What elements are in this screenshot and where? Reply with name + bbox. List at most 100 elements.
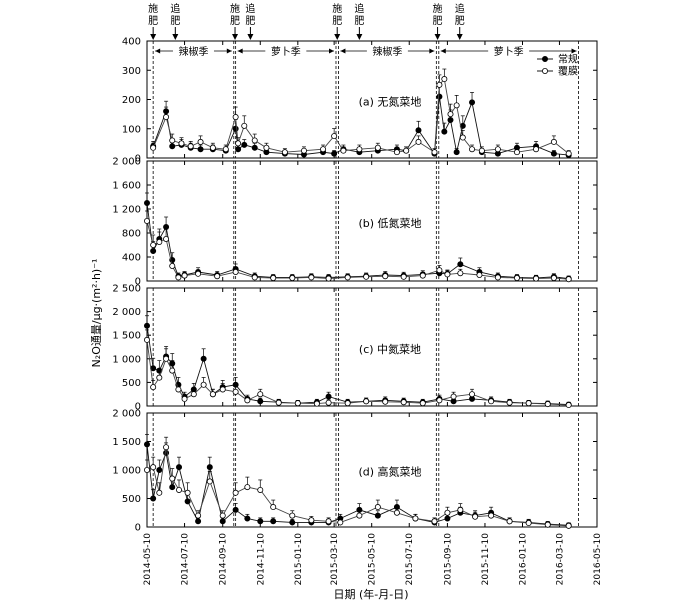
y-tick-label: 0 [135, 154, 141, 165]
event-arrowhead [232, 34, 239, 40]
series-line [146, 202, 569, 280]
data-point-mulched [393, 509, 400, 516]
y-tick-label: 200 [122, 95, 141, 106]
data-point-mulched [525, 400, 532, 407]
y-tick-label: 1 600 [112, 181, 141, 192]
data-point-mulched [241, 122, 248, 129]
data-point-mulched [513, 149, 520, 156]
data-point-mulched [363, 398, 370, 405]
legend-label: 常规 [558, 53, 578, 66]
season-label: 萝卜季 [494, 46, 524, 58]
data-point-mulched [150, 384, 157, 391]
data-point-mulched [533, 146, 540, 153]
data-point-mulched [289, 274, 296, 281]
event-label: 肥 [332, 15, 342, 27]
data-point-mulched [525, 520, 532, 527]
data-point-conventional [444, 515, 451, 522]
x-tick-label: 2015-09-10 [443, 533, 453, 586]
event-label: 施 [332, 2, 342, 15]
data-point-conventional [241, 141, 248, 148]
data-point-mulched [163, 114, 170, 121]
data-point-mulched [419, 400, 426, 407]
y-tick-label: 0 [135, 402, 141, 413]
event-label: 追 [354, 2, 364, 15]
data-point-mulched [325, 275, 332, 282]
data-point-mulched [275, 399, 282, 406]
data-point-mulched [251, 137, 258, 144]
legend-label: 覆膜 [558, 66, 578, 78]
data-point-mulched [313, 400, 320, 407]
data-point-mulched [308, 274, 315, 281]
data-point-mulched [565, 150, 572, 157]
data-point-mulched [308, 517, 315, 524]
data-point-conventional [469, 99, 476, 106]
data-point-mulched [150, 464, 157, 471]
data-point-mulched [476, 271, 483, 278]
data-point-conventional [441, 128, 448, 135]
data-point-mulched [400, 273, 407, 280]
data-point-mulched [270, 504, 277, 511]
data-point-mulched [565, 276, 572, 283]
data-point-conventional [232, 125, 239, 132]
data-point-mulched [143, 336, 150, 343]
data-point-mulched [325, 518, 332, 525]
data-point-mulched [187, 143, 194, 150]
panel-title: (c) 中氮菜地 [359, 342, 421, 356]
data-point-conventional [550, 150, 557, 157]
data-point-mulched [181, 272, 188, 279]
data-point-mulched [184, 489, 191, 496]
data-point-conventional [270, 518, 277, 525]
x-tick-label: 2015-11-10 [481, 533, 491, 586]
data-point-conventional [195, 518, 202, 525]
data-point-mulched [374, 504, 381, 511]
x-tick-label: 2016-03-10 [555, 533, 565, 586]
data-point-mulched [235, 140, 242, 147]
data-point-mulched [533, 275, 540, 282]
data-point-mulched [251, 274, 258, 281]
x-tick-label: 2015-07-10 [405, 533, 415, 586]
season-arrowhead [440, 48, 446, 54]
data-point-mulched [156, 374, 163, 381]
data-point-mulched [436, 267, 443, 274]
data-point-conventional [219, 518, 226, 525]
data-point-mulched [478, 147, 485, 154]
data-point-conventional [232, 506, 239, 513]
y-tick-label: 300 [122, 66, 141, 77]
data-point-mulched [222, 146, 229, 153]
season-arrowhead [340, 48, 346, 54]
x-tick-label: 2014-09-10 [219, 533, 229, 586]
event-label: 肥 [148, 15, 158, 27]
data-point-mulched [143, 466, 150, 473]
data-point-mulched [190, 391, 197, 398]
data-point-conventional [197, 146, 204, 153]
data-point-mulched [163, 355, 170, 362]
event-arrowhead [334, 34, 341, 40]
data-point-conventional [447, 116, 454, 123]
data-point-mulched [175, 274, 182, 281]
data-point-mulched [200, 381, 207, 388]
data-point-mulched [331, 133, 338, 140]
season-arrowhead [237, 48, 243, 54]
y-tick-label: 400 [122, 37, 141, 48]
data-point-mulched [195, 270, 202, 277]
data-point-mulched [544, 401, 551, 408]
data-point-mulched [294, 400, 301, 407]
data-point-mulched [457, 506, 464, 513]
y-tick-label: 800 [122, 229, 141, 240]
data-point-mulched [163, 444, 170, 451]
x-tick-label: 2015-03-10 [330, 533, 340, 586]
data-point-mulched [344, 400, 351, 407]
data-point-mulched [436, 81, 443, 88]
data-point-mulched [453, 102, 460, 109]
data-point-mulched [244, 397, 251, 404]
data-point-conventional [415, 127, 422, 134]
y-axis-label: N₂O通量/μg·(m²·h)⁻¹ [90, 259, 103, 368]
data-point-mulched [289, 512, 296, 519]
season-arrowhead [571, 48, 577, 54]
data-point-mulched [450, 393, 457, 400]
season-arrowhead [328, 48, 334, 54]
legend-marker-mulched [542, 68, 549, 75]
data-point-mulched [565, 522, 572, 529]
